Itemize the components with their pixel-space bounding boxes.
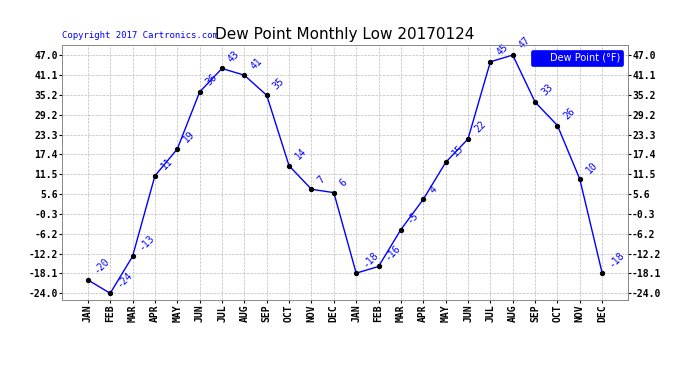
- Point: [373, 264, 384, 270]
- Text: 26: 26: [562, 106, 577, 122]
- Point: [351, 270, 362, 276]
- Text: 47: 47: [517, 36, 532, 51]
- Text: -18: -18: [360, 249, 380, 269]
- Point: [529, 99, 540, 105]
- Text: 43: 43: [226, 49, 242, 64]
- Text: -24: -24: [115, 270, 134, 289]
- Text: -18: -18: [607, 249, 626, 269]
- Point: [127, 254, 138, 260]
- Legend: Dew Point (°F): Dew Point (°F): [531, 50, 623, 66]
- Text: 15: 15: [450, 143, 465, 158]
- Point: [150, 173, 161, 179]
- Point: [262, 92, 273, 98]
- Point: [552, 123, 563, 129]
- Point: [239, 72, 250, 78]
- Text: 35: 35: [271, 76, 286, 91]
- Text: 10: 10: [584, 160, 600, 175]
- Point: [574, 176, 585, 182]
- Point: [507, 52, 518, 58]
- Title: Dew Point Monthly Low 20170124: Dew Point Monthly Low 20170124: [215, 27, 475, 42]
- Text: -16: -16: [383, 243, 402, 262]
- Point: [217, 66, 228, 72]
- Point: [105, 290, 116, 296]
- Point: [417, 196, 428, 202]
- Point: [172, 146, 183, 152]
- Text: -5: -5: [405, 210, 420, 225]
- Text: -20: -20: [92, 256, 112, 276]
- Point: [306, 186, 317, 192]
- Text: -13: -13: [137, 232, 156, 252]
- Text: 19: 19: [181, 129, 197, 145]
- Point: [485, 59, 496, 65]
- Point: [194, 89, 205, 95]
- Point: [395, 226, 406, 232]
- Text: 11: 11: [159, 156, 175, 172]
- Point: [462, 136, 473, 142]
- Text: 41: 41: [248, 56, 264, 71]
- Text: 4: 4: [427, 184, 439, 195]
- Point: [440, 159, 451, 165]
- Text: 45: 45: [495, 42, 510, 58]
- Point: [284, 163, 295, 169]
- Text: 14: 14: [293, 146, 308, 162]
- Text: 7: 7: [315, 174, 327, 185]
- Point: [328, 190, 339, 196]
- Text: 33: 33: [540, 82, 555, 98]
- Text: 36: 36: [204, 72, 219, 88]
- Point: [597, 270, 608, 276]
- Point: [82, 277, 93, 283]
- Text: 22: 22: [472, 119, 488, 135]
- Text: 6: 6: [338, 177, 349, 189]
- Text: Copyright 2017 Cartronics.com: Copyright 2017 Cartronics.com: [62, 31, 218, 40]
